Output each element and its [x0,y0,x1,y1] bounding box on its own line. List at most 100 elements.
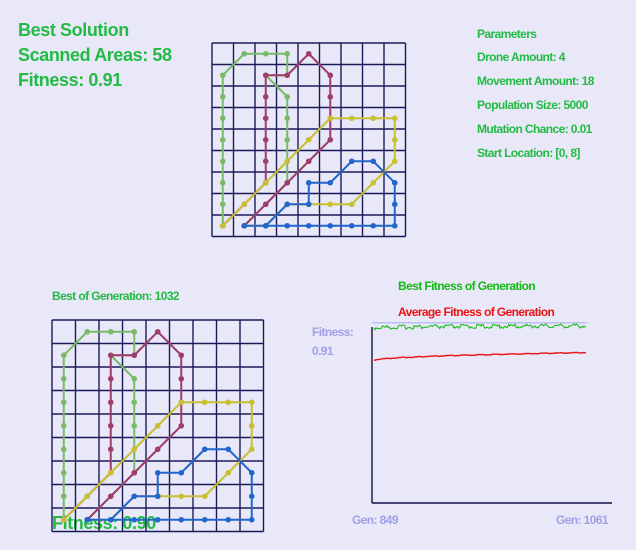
waypoint-dot [219,93,226,100]
start-location-label: Start Location: [0, 8] [477,146,580,160]
waypoint-dot [391,179,398,186]
waypoint-dot [248,469,255,476]
waypoint-dot [262,201,269,208]
waypoint-dot [327,222,334,229]
waypoint-dot [248,399,255,406]
waypoint-dot [201,493,208,500]
waypoint-dot [327,179,334,186]
waypoint-dot [284,50,291,57]
waypoint-dot [305,201,312,208]
x-tick-start: Gen: 849 [352,513,398,527]
grid-lines [51,319,265,533]
waypoint-dot [284,201,291,208]
waypoint-dot [284,158,291,165]
best-fitness-label: Fitness: 0.91 [18,70,122,90]
waypoint-dot [248,493,255,500]
generation-fitness-label: Fitness: 0.90 [52,513,156,533]
waypoint-dot [131,516,138,523]
waypoint-dot [60,516,67,523]
waypoint-dot [370,179,377,186]
waypoint-dot [391,136,398,143]
waypoint-dot [201,516,208,523]
waypoint-dot [248,516,255,523]
waypoint-dot [154,446,161,453]
waypoint-dot [107,493,114,500]
blue-route-path [244,160,396,227]
waypoint-dot [262,50,269,57]
waypoint-dot [201,399,208,406]
waypoint-dot [284,179,291,186]
waypoint-dot [262,115,269,122]
waypoint-dot [284,222,291,229]
population-size-label: Population Size: 5000 [477,98,588,112]
waypoint-dot [60,375,67,382]
waypoint-dot [262,136,269,143]
waypoint-dot [60,422,67,429]
waypoint-dot [219,158,226,165]
waypoint-dot [262,72,269,79]
waypoint-dot [107,375,114,382]
waypoint-dot [248,422,255,429]
waypoint-dot [284,93,291,100]
waypoint-dot [262,93,269,100]
waypoint-dot [225,469,232,476]
waypoint-dot [348,222,355,229]
green-route-path [221,52,289,227]
waypoint-dot [348,158,355,165]
waypoint-dot [178,352,185,359]
waypoint-dot [154,328,161,335]
waypoint-dot [178,422,185,429]
waypoint-dot [60,352,67,359]
waypoint-dot [201,446,208,453]
waypoint-dot [131,352,138,359]
waypoint-dot [178,516,185,523]
waypoint-dot [131,399,138,406]
blue-route-path [87,448,253,521]
waypoint-dot [84,493,91,500]
waypoint-dot [348,201,355,208]
blue-route [84,446,255,523]
waypoint-dot [284,136,291,143]
waypoint-dot [131,328,138,335]
waypoint-dot [131,493,138,500]
waypoint-dot [107,446,114,453]
legend-best-fitness: Best Fitness of Generation [398,279,536,293]
waypoint-dot [107,328,114,335]
waypoint-dot [107,399,114,406]
purple-route-path [222,52,332,227]
mutation-chance-label: Mutation Chance: 0.01 [477,122,592,136]
waypoint-dot [391,158,398,165]
waypoint-dot [154,493,161,500]
waypoint-dot [284,72,291,79]
waypoint-dot [131,446,138,453]
waypoint-dot [241,201,248,208]
waypoint-dot [241,50,248,57]
scanned-areas-label: Scanned Areas: 58 [18,45,172,65]
waypoint-dot [262,158,269,165]
waypoint-dot [107,352,114,359]
waypoint-dot [327,201,334,208]
waypoint-dot [178,399,185,406]
waypoint-dot [131,375,138,382]
waypoint-dot [225,446,232,453]
waypoint-dot [60,399,67,406]
waypoint-dot [305,50,312,57]
waypoint-dot [178,493,185,500]
waypoint-dot [178,375,185,382]
waypoint-dot [327,136,334,143]
movement-amount-label: Movement Amount: 18 [477,74,594,88]
legend-average-fitness: Average Fitness of Generation [398,305,555,319]
waypoint-dot [154,516,161,523]
blue-route [241,158,398,229]
waypoint-dot [305,136,312,143]
waypoint-dot [131,422,138,429]
purple-route-path [63,330,183,521]
waypoint-dot [348,115,355,122]
waypoint-dot [219,222,226,229]
waypoint-dot [370,222,377,229]
x-tick-end: Gen: 1061 [556,513,609,527]
waypoint-dot [178,469,185,476]
waypoint-dot [327,115,334,122]
